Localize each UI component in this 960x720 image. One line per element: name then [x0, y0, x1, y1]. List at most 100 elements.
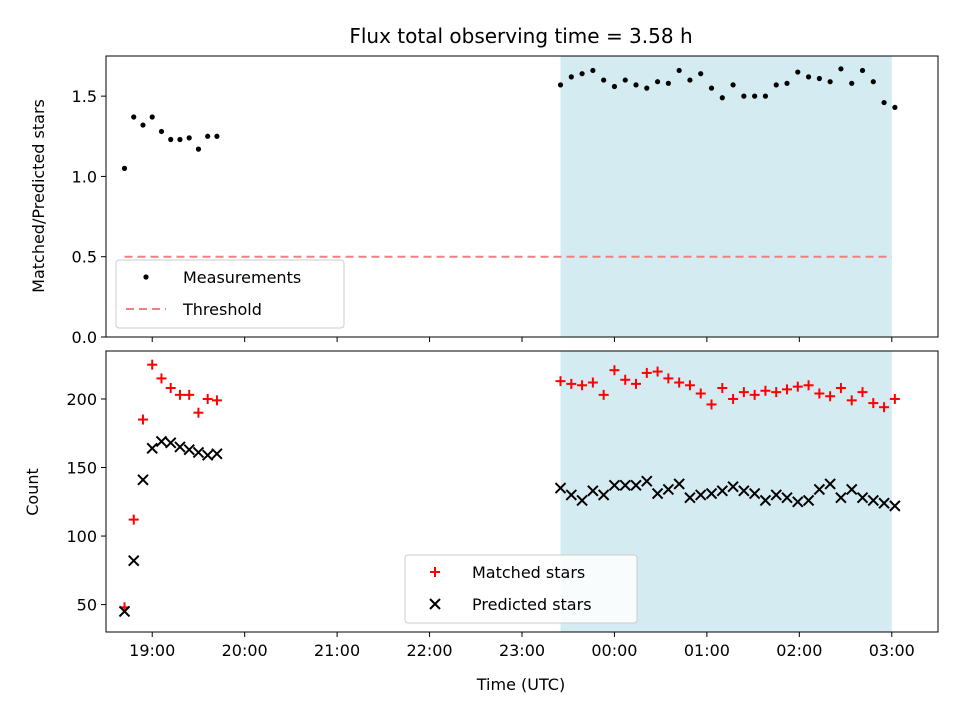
predicted-star-stroke2	[118, 605, 131, 618]
predicted-star-point	[846, 483, 858, 496]
y-tick-label: 1.0	[72, 167, 97, 186]
predicted-star-point	[608, 479, 621, 492]
legend: Measurements Threshold	[115, 259, 345, 329]
matched-star-point	[193, 407, 204, 418]
measurement-point	[827, 79, 833, 85]
x-tick-label: 22:00	[407, 641, 453, 660]
measurement-point	[633, 82, 639, 88]
measurement-point	[131, 114, 137, 120]
predicted-star-point	[576, 494, 588, 507]
legend-label: Threshold	[182, 300, 262, 319]
matched-star-point	[663, 373, 674, 384]
predicted-star-stroke2	[662, 483, 675, 496]
predicted-star-point	[802, 494, 815, 507]
bottom-ylabel: Count	[23, 468, 42, 516]
predicted-star-point	[587, 485, 599, 497]
predicted-star-stroke2	[813, 483, 826, 496]
measurement-point	[168, 136, 174, 143]
measurement-point	[795, 69, 801, 75]
measurement-point	[186, 135, 192, 141]
predicted-star-stroke2	[889, 500, 901, 512]
legend-box	[115, 259, 345, 329]
predicted-star-point	[174, 441, 186, 453]
matched-star-point	[706, 399, 717, 410]
measurement-point	[214, 133, 220, 139]
measurement-point	[730, 82, 736, 88]
predicted-star-point	[128, 555, 140, 567]
predicted-star-stroke2	[146, 442, 158, 455]
predicted-star-stroke2	[651, 487, 664, 500]
predicted-star-point	[727, 480, 739, 493]
matched-star-point	[728, 393, 739, 404]
measurement-point	[849, 80, 855, 86]
legend: Matched stars Predicted stars	[404, 554, 638, 624]
matched-star-point	[137, 414, 148, 425]
predicted-star-stroke2	[211, 448, 223, 460]
x-tick-label: 03:00	[869, 641, 915, 660]
predicted-star-stroke2	[878, 497, 890, 509]
predicted-star-stroke2	[705, 487, 718, 500]
matched-star-point	[771, 387, 782, 398]
measurement-point	[838, 66, 844, 72]
measurement-point	[816, 75, 822, 82]
legend-marker-predicted	[429, 598, 441, 610]
measurement-point	[719, 95, 725, 101]
measurement-point	[654, 79, 661, 85]
predicted-star-point	[137, 474, 149, 486]
bottom-xlabel: Time (UTC)	[476, 675, 565, 694]
matched-star-point	[825, 391, 836, 402]
matched-star-point	[879, 402, 890, 413]
matched-star-point	[695, 388, 706, 399]
predicted-star-point	[201, 449, 214, 461]
matched-star-point	[792, 381, 803, 392]
matched-star-point	[760, 385, 771, 396]
measurement-point	[579, 71, 585, 77]
predicted-star-stroke2	[137, 474, 149, 486]
predicted-star-point	[673, 478, 685, 490]
matched-star-point	[211, 395, 222, 406]
predicted-star-stroke2	[835, 491, 847, 504]
matched-star-point	[835, 383, 846, 394]
measurement-point	[892, 104, 898, 110]
measurement-point	[698, 71, 704, 77]
measurement-point	[601, 77, 607, 83]
matched-star-point	[738, 387, 749, 398]
y-tick-label: 200	[66, 390, 97, 409]
measurement-point	[205, 133, 211, 139]
predicted-star-point	[155, 435, 168, 448]
matched-star-point	[684, 380, 695, 391]
predicted-star-stroke2	[597, 489, 610, 501]
predicted-star-point	[118, 605, 131, 618]
legend-box	[404, 554, 638, 624]
measurement-point	[568, 74, 574, 80]
matched-star-point	[652, 366, 663, 377]
matched-star-point	[846, 395, 857, 406]
top-ylabel: Matched/Predicted stars	[29, 99, 48, 293]
matched-star-point	[889, 393, 900, 404]
predicted-star-point	[878, 497, 890, 509]
predicted-star-stroke2	[738, 485, 750, 497]
predicted-star-stroke2	[856, 491, 869, 504]
y-tick-label: 0.5	[72, 248, 97, 267]
measurement-point	[752, 93, 758, 99]
measurement-point	[644, 85, 650, 91]
predicted-star-stroke2	[824, 478, 836, 490]
matched-star-point	[641, 367, 652, 378]
measurement-point	[665, 80, 671, 86]
predicted-star-point	[565, 489, 578, 501]
y-tick-label: 150	[66, 459, 97, 478]
predicted-star-point	[630, 479, 642, 492]
predicted-star-point	[192, 446, 205, 459]
measurement-point	[590, 67, 596, 74]
predicted-star-stroke2	[673, 478, 685, 490]
matched-star-point	[156, 373, 167, 384]
matched-star-point	[174, 389, 185, 400]
predicted-star-stroke2	[792, 496, 804, 508]
chart-title: Flux total observing time = 3.58 h	[349, 24, 692, 48]
predicted-star-point	[211, 448, 223, 460]
predicted-star-stroke2	[183, 443, 195, 456]
predicted-star-point	[792, 496, 804, 508]
predicted-star-stroke2	[695, 489, 707, 501]
measurement-point	[121, 165, 128, 171]
